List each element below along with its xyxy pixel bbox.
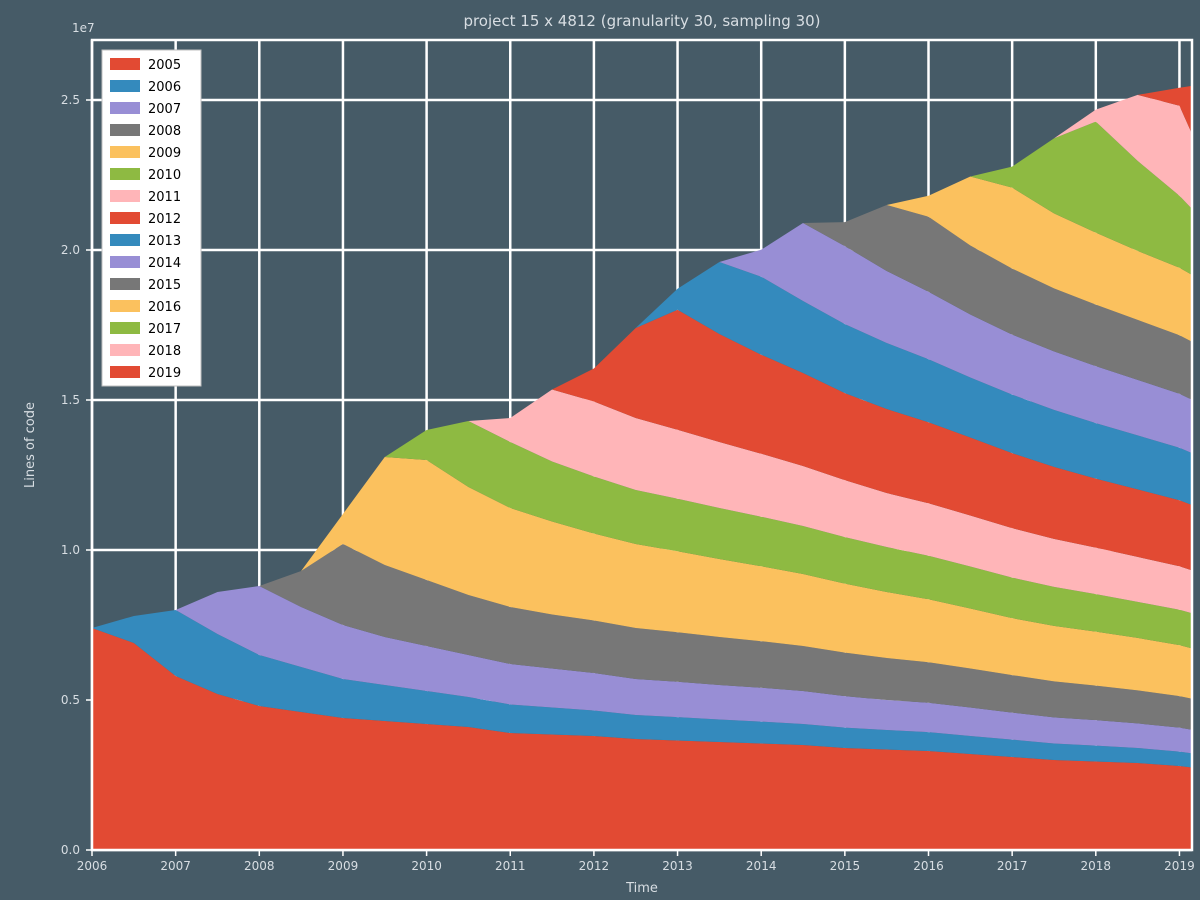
legend-label: 2014 [148, 256, 181, 271]
legend: 2005 2006 2007 2008 2009 2010 2011 2012 2013 2014… [102, 50, 201, 386]
x-tick-label: 2007 [160, 859, 191, 873]
legend-label: 2016 [148, 300, 181, 315]
y-axis-label: Lines of code [23, 402, 38, 488]
legend-label: 2005 [148, 58, 181, 73]
x-axis-label: Time [625, 881, 658, 896]
legend-label: 2012 [148, 212, 181, 227]
y-exponent: 1e7 [72, 21, 95, 35]
x-tick-label: 2017 [997, 859, 1028, 873]
legend-swatch [110, 344, 140, 356]
x-tick-label: 2008 [244, 859, 275, 873]
y-axis: 0.0 0.5 1.0 1.5 2.0 2.5 [61, 93, 92, 857]
legend-label: 2017 [148, 322, 181, 337]
legend-label: 2006 [148, 80, 181, 95]
chart-container: 2006 2007 2008 2009 2010 2011 2012 2013 2014 2015… [0, 0, 1200, 900]
y-tick-label: 0.5 [61, 693, 80, 707]
y-tick-label: 2.0 [61, 243, 80, 257]
legend-label: 2013 [148, 234, 181, 249]
legend-label: 2015 [148, 278, 181, 293]
legend-label: 2010 [148, 168, 181, 183]
legend-swatch [110, 300, 140, 312]
x-tick-label: 2012 [579, 859, 610, 873]
legend-swatch [110, 102, 140, 114]
legend-swatch [110, 168, 140, 180]
legend-swatch [110, 256, 140, 268]
legend-swatch [110, 190, 140, 202]
legend-label: 2011 [148, 190, 181, 205]
x-tick-label: 2014 [746, 859, 777, 873]
legend-swatch [110, 366, 140, 378]
stacked-areas [92, 86, 1192, 850]
legend-swatch [110, 146, 140, 158]
x-tick-label: 2013 [662, 859, 693, 873]
legend-swatch [110, 58, 140, 70]
legend-swatch [110, 234, 140, 246]
legend-label: 2009 [148, 146, 181, 161]
x-tick-label: 2006 [77, 859, 108, 873]
y-tick-label: 1.5 [61, 393, 80, 407]
x-tick-label: 2009 [328, 859, 359, 873]
x-tick-label: 2015 [830, 859, 861, 873]
x-tick-label: 2010 [411, 859, 442, 873]
legend-swatch [110, 212, 140, 224]
x-tick-label: 2016 [913, 859, 944, 873]
legend-swatch [110, 124, 140, 136]
legend-swatch [110, 322, 140, 334]
chart-title: project 15 x 4812 (granularity 30, sampl… [463, 12, 820, 30]
legend-label: 2018 [148, 344, 181, 359]
y-tick-label: 2.5 [61, 93, 80, 107]
legend-swatch [110, 80, 140, 92]
legend-label: 2008 [148, 124, 181, 139]
legend-label: 2007 [148, 102, 181, 117]
stacked-area-chart: 2006 2007 2008 2009 2010 2011 2012 2013 2014 2015… [0, 0, 1200, 900]
legend-label: 2019 [148, 366, 181, 381]
x-tick-label: 2018 [1081, 859, 1112, 873]
x-tick-label: 2011 [495, 859, 526, 873]
x-axis: 2006 2007 2008 2009 2010 2011 2012 2013 2014 2015… [77, 850, 1195, 873]
x-tick-label: 2019 [1164, 859, 1195, 873]
legend-swatch [110, 278, 140, 290]
y-tick-label: 0.0 [61, 843, 80, 857]
y-tick-label: 1.0 [61, 543, 80, 557]
